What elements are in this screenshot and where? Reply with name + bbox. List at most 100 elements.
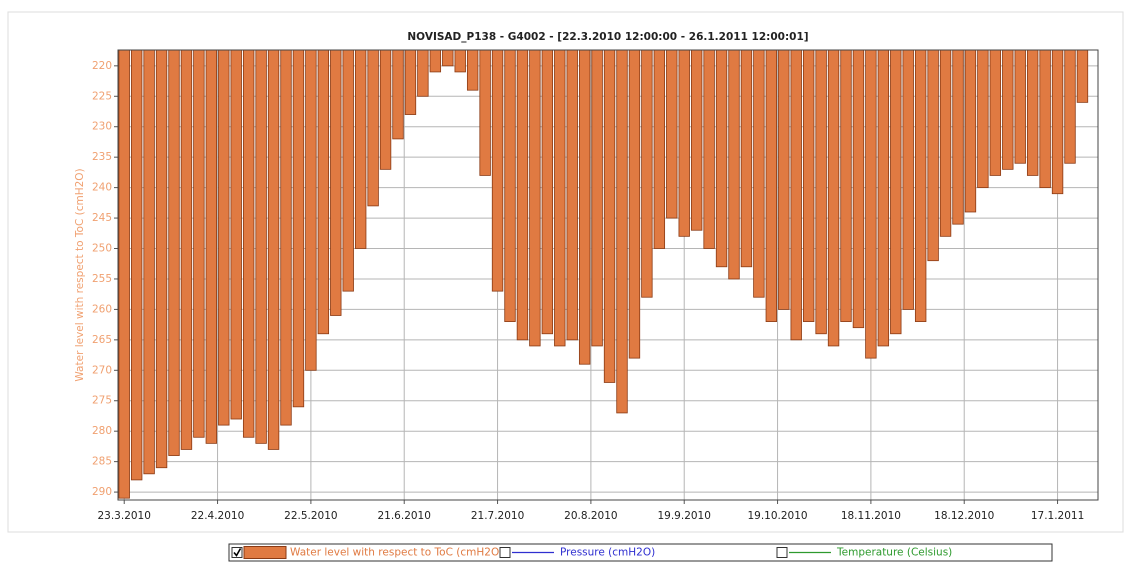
x-tick-label: 17.1.2011 xyxy=(1031,510,1084,522)
bar xyxy=(466,49,479,91)
legend-box xyxy=(228,543,1053,562)
x-tick-label: 21.7.2010 xyxy=(471,510,524,522)
bar xyxy=(130,49,143,481)
bar xyxy=(715,49,728,268)
plot-border xyxy=(117,49,1099,501)
legend-checkbox xyxy=(231,547,243,558)
bar xyxy=(865,49,877,359)
bar xyxy=(317,49,330,335)
x-tick-label: 22.5.2010 xyxy=(284,510,337,522)
bar xyxy=(753,49,765,298)
bar xyxy=(442,49,454,67)
bar xyxy=(354,49,367,249)
bar xyxy=(193,49,205,438)
bar xyxy=(628,49,641,359)
bar xyxy=(765,49,778,322)
bar xyxy=(516,49,529,341)
y-tick-label: 275 xyxy=(92,395,112,407)
bar xyxy=(529,49,541,347)
bar xyxy=(230,49,242,420)
bar xyxy=(666,49,678,219)
bar xyxy=(591,49,603,347)
legend-label: Pressure (cmH2O) xyxy=(560,547,655,559)
y-tick-label: 230 xyxy=(92,121,112,133)
bar xyxy=(143,49,155,475)
bar xyxy=(429,49,442,73)
bar xyxy=(964,49,977,213)
bar xyxy=(305,49,317,371)
bar xyxy=(653,49,666,249)
bar xyxy=(1064,49,1076,164)
x-tick-label: 23.3.2010 xyxy=(97,510,150,522)
bar xyxy=(554,49,566,347)
bar xyxy=(877,49,890,347)
y-tick-label: 245 xyxy=(92,212,112,224)
bar xyxy=(330,49,342,316)
bar xyxy=(1014,49,1026,164)
bar xyxy=(1051,49,1064,195)
x-tick-label: 18.12.2010 xyxy=(934,510,994,522)
bar xyxy=(678,49,690,237)
x-tick-label: 20.8.2010 xyxy=(564,510,617,522)
y-tick-label: 235 xyxy=(92,151,112,163)
legend-label: Temperature (Celsius) xyxy=(836,547,952,559)
bar xyxy=(890,49,902,335)
bar xyxy=(392,49,404,140)
bar xyxy=(790,49,802,341)
bar xyxy=(802,49,815,322)
bar xyxy=(541,49,554,335)
bar xyxy=(827,49,840,347)
bar xyxy=(603,49,616,383)
bar xyxy=(852,49,865,329)
bar xyxy=(255,49,267,444)
bar xyxy=(417,49,429,97)
bar xyxy=(989,49,1002,176)
bar xyxy=(939,49,952,237)
y-tick-label: 280 xyxy=(92,425,112,437)
bar xyxy=(454,49,466,73)
bar xyxy=(504,49,516,322)
legend-check xyxy=(233,548,242,557)
x-tick-label: 22.4.2010 xyxy=(191,510,244,522)
x-tick-label: 21.6.2010 xyxy=(377,510,430,522)
bar xyxy=(840,49,852,322)
bar xyxy=(914,49,927,322)
legend-swatch xyxy=(243,546,287,559)
bar xyxy=(155,49,168,469)
bar xyxy=(1076,49,1089,103)
bar xyxy=(218,49,230,426)
bar xyxy=(952,49,964,225)
bar xyxy=(641,49,653,298)
bar xyxy=(728,49,740,280)
bar xyxy=(118,49,130,499)
bar xyxy=(168,49,180,456)
bar xyxy=(1026,49,1039,176)
y-axis-label: Water level with respect to ToC (cmH2O) xyxy=(74,168,86,381)
bar xyxy=(703,49,715,249)
bar xyxy=(977,49,989,189)
bar xyxy=(491,49,504,292)
bar xyxy=(404,49,417,115)
bar xyxy=(280,49,292,426)
bar xyxy=(479,49,491,176)
bar xyxy=(1039,49,1051,189)
bar xyxy=(578,49,591,365)
bar xyxy=(690,49,703,231)
legend-checkbox xyxy=(776,547,788,558)
bar xyxy=(927,49,939,262)
bar xyxy=(815,49,827,335)
bar xyxy=(1002,49,1014,170)
y-tick-label: 220 xyxy=(92,60,112,72)
bar xyxy=(566,49,578,341)
chart-title: NOVISAD_P138 - G4002 - [22.3.2010 12:00:… xyxy=(407,31,808,43)
bar xyxy=(367,49,379,207)
x-tick-label: 18.11.2010 xyxy=(841,510,901,522)
bar xyxy=(242,49,255,438)
bar xyxy=(379,49,392,170)
y-tick-label: 250 xyxy=(92,243,112,255)
y-tick-label: 290 xyxy=(92,486,112,498)
x-tick-label: 19.9.2010 xyxy=(657,510,710,522)
bar xyxy=(778,49,790,310)
y-tick-label: 255 xyxy=(92,273,112,285)
